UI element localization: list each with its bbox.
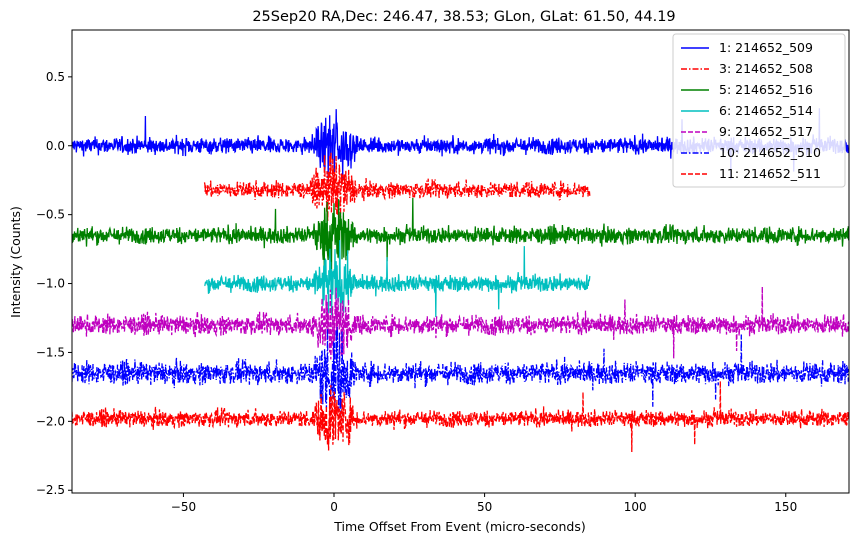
x-axis-label: Time Offset From Event (micro-seconds) [333, 519, 585, 534]
series-line-5 [72, 327, 849, 416]
series-line-2 [72, 197, 849, 272]
x-axis: −50 0 50 100 150 [171, 493, 797, 514]
legend-entry: 6: 214652_514 [719, 103, 813, 118]
y-tick-label: 0.0 [46, 139, 65, 153]
series-line-1 [203, 151, 591, 225]
y-tick-label: −1.5 [36, 345, 65, 359]
series-layer [72, 108, 849, 453]
plot-frame [71, 29, 850, 494]
legend-box [672, 33, 846, 188]
legend-entry: 11: 214652_511 [719, 166, 821, 181]
legend: 1: 214652_509 3: 214652_508 5: 214652_516 6… [672, 33, 846, 188]
series-line-4 [72, 286, 849, 360]
legend-entry: 5: 214652_516 [719, 82, 813, 97]
x-tick-label: 0 [330, 500, 338, 514]
legend-entry: 1: 214652_509 [719, 40, 813, 55]
y-axis-label: Intensity (Counts) [8, 206, 23, 318]
y-tick-label: 0.5 [46, 70, 65, 84]
legend-entry: 9: 214652_517 [719, 124, 813, 139]
x-tick-label: 100 [624, 500, 647, 514]
y-tick-label: −2.0 [36, 414, 65, 428]
y-tick-label: −0.5 [36, 208, 65, 222]
y-tick-label: −2.5 [36, 483, 65, 497]
x-tick-label: 50 [477, 500, 492, 514]
legend-entry: 10: 214652_510 [719, 145, 821, 160]
y-tick-label: −1.0 [36, 277, 65, 291]
series-line-6 [72, 381, 849, 453]
x-tick-label: 150 [774, 500, 797, 514]
series-line-3 [204, 240, 591, 318]
legend-entry: 3: 214652_508 [719, 61, 813, 76]
y-axis: 0.5 0.0 −0.5 −1.0 −1.5 −2.0 −2.5 [36, 70, 72, 497]
x-tick-label: −50 [171, 500, 196, 514]
chart-title: 25Sep20 RA,Dec: 246.47, 38.53; GLon, GLa… [252, 9, 675, 25]
